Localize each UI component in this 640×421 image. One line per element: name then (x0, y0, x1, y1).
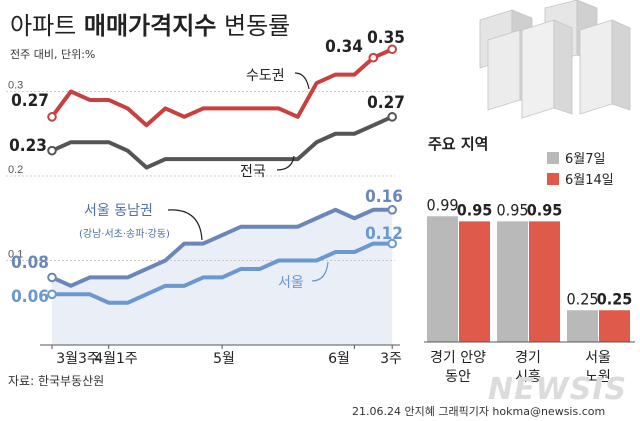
x-tick-label: 3주 (380, 351, 402, 367)
bar-value-label: 0.99 (426, 195, 458, 214)
bar-value-label: 0.95 (457, 200, 493, 219)
category-label: 노원 (585, 369, 611, 385)
series-label: 전국 (240, 164, 266, 180)
x-tick-label: 3월3주 (56, 351, 100, 367)
category-label: 동안 (445, 369, 471, 385)
credit-line: 21.06.24 안지혜 그래픽기자 hokma@newsis.com (352, 405, 606, 418)
bar (459, 221, 490, 342)
leader-line (294, 72, 310, 90)
series-label: 수도권 (246, 68, 285, 84)
source-note: 자료: 한국부동산원 (8, 374, 105, 388)
data-point (368, 52, 379, 63)
data-label: 0.34 (325, 37, 363, 57)
data-label: 0.27 (367, 93, 405, 113)
bar-chart-title: 주요 지역 (428, 135, 488, 153)
title-light: 아파트 (10, 12, 77, 40)
apartment-buildings-illustration (479, 0, 631, 119)
leader-line (311, 261, 329, 282)
bar (599, 310, 630, 342)
newsis-watermark: NEWSIS (488, 372, 628, 407)
y-tick-label: 0.2 (8, 164, 23, 176)
data-label: 0.16 (365, 187, 403, 207)
category-label: 경기 (515, 350, 541, 366)
legend-label: 6월7일 (565, 152, 605, 167)
data-point (47, 272, 57, 283)
data-point (387, 205, 398, 215)
series-line-2 (51, 207, 393, 288)
title-bold: 매매가격지수 (83, 12, 217, 40)
data-label: 0.27 (11, 91, 49, 111)
data-label: 0.12 (365, 224, 403, 244)
series-label: 서울 (278, 275, 304, 291)
data-point (47, 112, 57, 122)
leader-line (276, 155, 295, 171)
series-label: 서울 동남권 (84, 203, 153, 219)
data-label: 0.23 (9, 136, 47, 156)
y-tick-label: 0.3 (8, 80, 23, 92)
leader-line (167, 209, 203, 241)
series-line-1 (51, 115, 394, 170)
page-title: 아파트 매매가격지수 변동률 (10, 6, 290, 41)
bar (529, 221, 560, 342)
category-label: 서울 (585, 350, 611, 366)
y-tick-label: 0.1 (8, 249, 23, 261)
data-point (47, 289, 57, 300)
bar (567, 310, 598, 342)
category-label: 시흥 (515, 369, 541, 385)
legend-label: 6월14일 (565, 173, 614, 188)
data-label: 0.08 (11, 253, 49, 273)
bar-value-label: 0.25 (597, 289, 633, 308)
data-label: 0.06 (11, 287, 49, 307)
legend-swatch (547, 173, 559, 185)
series-label: (강남·서초·송파·강동) (79, 228, 170, 240)
x-tick-label: 6월 (328, 351, 350, 367)
bar-value-label: 0.95 (496, 200, 528, 219)
x-tick-label: 5월 (213, 351, 235, 367)
bar (427, 216, 458, 342)
bar-value-label: 0.95 (527, 200, 563, 219)
subtitle: 전주 대비, 단위:% (10, 48, 96, 61)
legend-swatch (547, 152, 559, 164)
title-rest: 변동률 (224, 12, 291, 40)
data-point (387, 112, 398, 122)
category-label: 경기 안양 (430, 350, 486, 366)
data-point (47, 145, 57, 156)
data-point (387, 44, 398, 55)
data-label: 0.35 (367, 28, 405, 48)
bar (497, 221, 528, 342)
series-line-0 (50, 47, 394, 128)
x-tick-label: 4월1주 (94, 351, 138, 367)
series-line-3 (52, 241, 393, 305)
data-point (387, 238, 398, 249)
bar-value-label: 0.25 (566, 289, 598, 308)
